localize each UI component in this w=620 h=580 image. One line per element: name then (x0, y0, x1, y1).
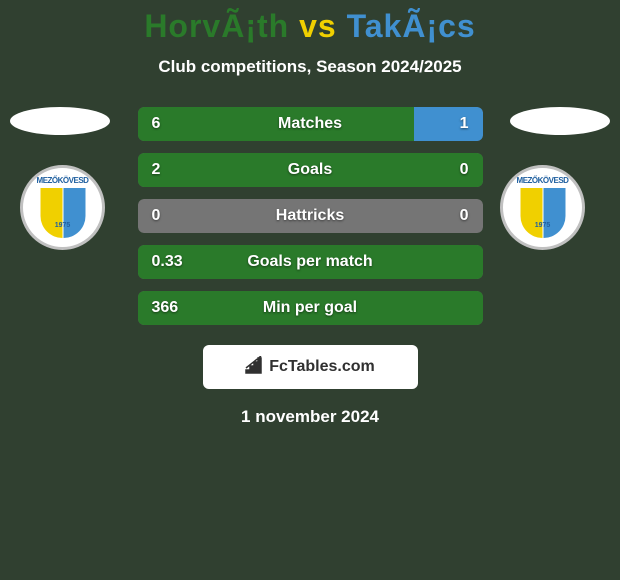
stat-value-right: 0 (460, 161, 469, 179)
badge-circle: MEZŐKÖVESD 1975 (20, 165, 105, 250)
stat-bar-right (414, 107, 483, 141)
subtitle: Club competitions, Season 2024/2025 (0, 57, 620, 77)
stat-value-right: 0 (460, 207, 469, 225)
stat-label: Min per goal (263, 299, 357, 317)
stat-label: Matches (278, 115, 342, 133)
stat-value-left: 2 (152, 161, 161, 179)
stat-value-left: 0 (152, 207, 161, 225)
content-area: MEZŐKÖVESD 1975 MEZŐKÖVESD 1975 6 Matches… (0, 107, 620, 427)
comparison-title: HorvÃ¡th vs TakÃ¡cs (0, 0, 620, 45)
club-badge-right: MEZŐKÖVESD 1975 (500, 165, 600, 250)
club-badge-left: MEZŐKÖVESD 1975 (20, 165, 120, 250)
date-text: 1 november 2024 (10, 407, 610, 427)
stat-row: 0.33 Goals per match (138, 245, 483, 279)
club-name: MEZŐKÖVESD (37, 176, 89, 185)
player1-name: HorvÃ¡th (144, 8, 289, 44)
player2-name: TakÃ¡cs (347, 8, 476, 44)
club-shield-icon (520, 188, 565, 238)
brand-box[interactable]: FcTables.com (203, 345, 418, 389)
stat-label: Hattricks (276, 207, 344, 225)
club-year: 1975 (535, 222, 551, 229)
stat-value-left: 6 (152, 115, 161, 133)
stat-label: Goals (288, 161, 332, 179)
stat-label: Goals per match (247, 253, 372, 271)
stat-value-right: 1 (460, 115, 469, 133)
stat-value-left: 366 (152, 299, 179, 317)
stats-table: 6 Matches 1 2 Goals 0 0 Hattricks 0 0.33 Goals per… (138, 107, 483, 325)
stat-row: 0 Hattricks 0 (138, 199, 483, 233)
club-year: 1975 (55, 222, 71, 229)
stat-row: 6 Matches 1 (138, 107, 483, 141)
badge-circle: MEZŐKÖVESD 1975 (500, 165, 585, 250)
stat-row: 366 Min per goal (138, 291, 483, 325)
club-shield-icon (40, 188, 85, 238)
player2-marker (510, 107, 610, 135)
vs-text: vs (299, 8, 346, 44)
brand-text: FcTables.com (269, 358, 375, 376)
stat-value-left: 0.33 (152, 253, 183, 271)
stat-bar-left (138, 107, 414, 141)
stat-row: 2 Goals 0 (138, 153, 483, 187)
chart-icon (245, 356, 265, 379)
player1-marker (10, 107, 110, 135)
club-name: MEZŐKÖVESD (517, 176, 569, 185)
